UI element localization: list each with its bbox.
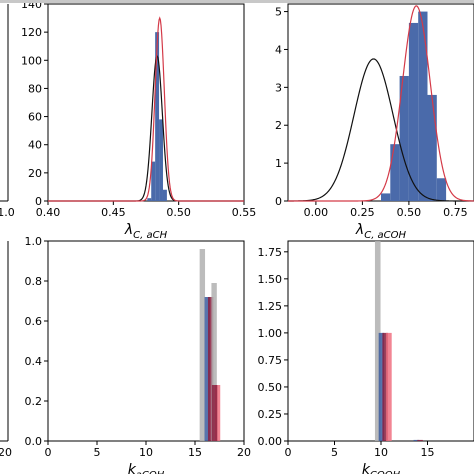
y-tick-label: 0.2 xyxy=(25,395,43,408)
x-axis-label-main: k xyxy=(362,462,371,474)
histogram-bar xyxy=(151,161,156,201)
histogram-bar xyxy=(399,75,409,201)
histogram-bar xyxy=(390,144,400,201)
panel-k-acoh: 0 5 10 15 20 0.0 0.2 0.4 0.6 0.8 1.0 kaCOH xyxy=(25,235,252,474)
x-axis-label: λC, aCH xyxy=(124,222,168,241)
histogram-bar xyxy=(408,22,419,202)
top-edge-strip xyxy=(0,0,474,3)
x-tick-label: 0.50 xyxy=(397,206,422,219)
y-tick-label: 0.50 xyxy=(258,381,283,394)
x-tick-label: 0.00 xyxy=(304,206,329,219)
x-tick-label: 10 xyxy=(139,446,153,459)
x-tick-label: 0.50 xyxy=(166,206,191,219)
x-tick-label: 20 xyxy=(0,446,12,459)
panel-k-cooh: 0 5 10 15 0.00 0.25 0.50 0.75 1.00 1.25 1.50 1.75 kC… xyxy=(258,240,474,474)
y-tick-label: 5 xyxy=(275,6,282,19)
x-axis-label-sub: aCOH xyxy=(136,470,165,474)
x-tick-label: 20 xyxy=(237,446,251,459)
bar-gray xyxy=(199,249,206,441)
histogram-bar xyxy=(381,193,391,201)
bar-gray xyxy=(211,283,217,441)
x-axis-label-sub: COOH xyxy=(370,470,401,474)
x-tick-label: 0.25 xyxy=(350,206,375,219)
y-tick-label: 0.6 xyxy=(25,315,43,328)
x-tick-label: 5 xyxy=(331,446,338,459)
y-tick-label: 140 xyxy=(21,0,42,11)
y-tick-label: 100 xyxy=(21,54,42,67)
x-tick-label: 1.0 xyxy=(0,206,15,219)
y-tick-label: 1.0 xyxy=(25,235,43,248)
x-axis-label: λC, aCOH xyxy=(355,222,407,241)
x-tick-label: 10 xyxy=(374,446,388,459)
x-axis-label-main: k xyxy=(128,462,137,474)
axes-frame xyxy=(47,3,245,202)
y-tick-label: 3 xyxy=(275,81,282,94)
x-tick-label: 0.75 xyxy=(443,206,468,219)
y-tick-label: 1.50 xyxy=(258,273,283,286)
x-axis-label-main: λ xyxy=(124,222,133,238)
y-tick-label: 1.00 xyxy=(258,327,283,340)
y-tick-label: 4 xyxy=(275,43,282,56)
x-tick-label: 0 xyxy=(285,446,292,459)
x-axis-label-sub: C, aCH xyxy=(133,230,167,241)
y-tick-label: 0.8 xyxy=(25,275,43,288)
x-tick-label: 15 xyxy=(421,446,435,459)
x-axis-label-main: λ xyxy=(355,222,364,238)
histogram-bar xyxy=(427,94,437,201)
panel-lambda-ach: 0.40 0.45 0.50 0.55 0 20 40 60 80 100 120 140 λC, aC… xyxy=(21,0,256,241)
y-tick-label: 60 xyxy=(28,111,42,124)
histogram-bar xyxy=(147,198,152,201)
y-tick-label: 80 xyxy=(28,82,42,95)
y-tick-label: 1 xyxy=(275,157,282,170)
x-axis-label: kaCOH xyxy=(128,462,165,474)
bar-maroon xyxy=(211,385,218,441)
histogram-bar xyxy=(155,32,160,202)
histogram-bar xyxy=(159,119,163,201)
y-tick-label: 0.75 xyxy=(258,354,283,367)
bar-maroon xyxy=(417,439,423,441)
x-tick-label: 0.45 xyxy=(101,206,126,219)
y-tick-label: 0.0 xyxy=(25,435,43,448)
histogram-bar xyxy=(436,178,447,201)
bar-navy xyxy=(413,439,420,441)
y-tick-label: 0.4 xyxy=(25,355,43,368)
y-tick-label: 120 xyxy=(21,26,42,39)
partial-panel-bottom-left: 20 xyxy=(0,241,12,459)
y-tick-label: 1.25 xyxy=(258,300,283,313)
bar-navy xyxy=(378,332,385,441)
bar-maroon xyxy=(382,332,388,441)
fit-curve xyxy=(48,16,244,202)
axes-frame xyxy=(287,3,474,202)
bar-pink xyxy=(214,385,221,441)
x-tick-label: 0.40 xyxy=(36,206,61,219)
x-axis-label-sub: C, aCOH xyxy=(364,230,406,241)
panel-lambda-acoh: 0.00 0.25 0.50 0.75 0 1 2 3 4 5 λC, aCOH xyxy=(275,3,474,241)
y-tick-label: 0 xyxy=(275,195,282,208)
y-tick-label: 0 xyxy=(35,195,42,208)
x-axis-label: kCOOH xyxy=(362,462,401,474)
y-tick-label: 2 xyxy=(275,119,282,132)
y-tick-label: 0.00 xyxy=(258,435,283,448)
bar-pink xyxy=(386,332,392,441)
y-tick-label: 40 xyxy=(28,139,42,152)
x-tick-label: 0 xyxy=(45,446,52,459)
bar-gray xyxy=(374,241,381,441)
histogram-bar xyxy=(418,11,428,202)
x-tick-label: 15 xyxy=(188,446,202,459)
y-tick-label: 20 xyxy=(28,167,42,180)
x-tick-label: 5 xyxy=(94,446,101,459)
prior-curve xyxy=(288,58,474,202)
prior-curve xyxy=(48,54,244,202)
x-tick-label: 0.55 xyxy=(232,206,257,219)
bar-maroon xyxy=(207,297,214,441)
histogram-bar xyxy=(162,189,167,201)
fit-curve xyxy=(288,5,474,202)
y-tick-label: 1.75 xyxy=(258,246,283,259)
bar-navy xyxy=(204,297,210,441)
partial-panel-top-left: 1.0 xyxy=(0,4,15,219)
y-tick-label: 0.25 xyxy=(258,408,283,421)
